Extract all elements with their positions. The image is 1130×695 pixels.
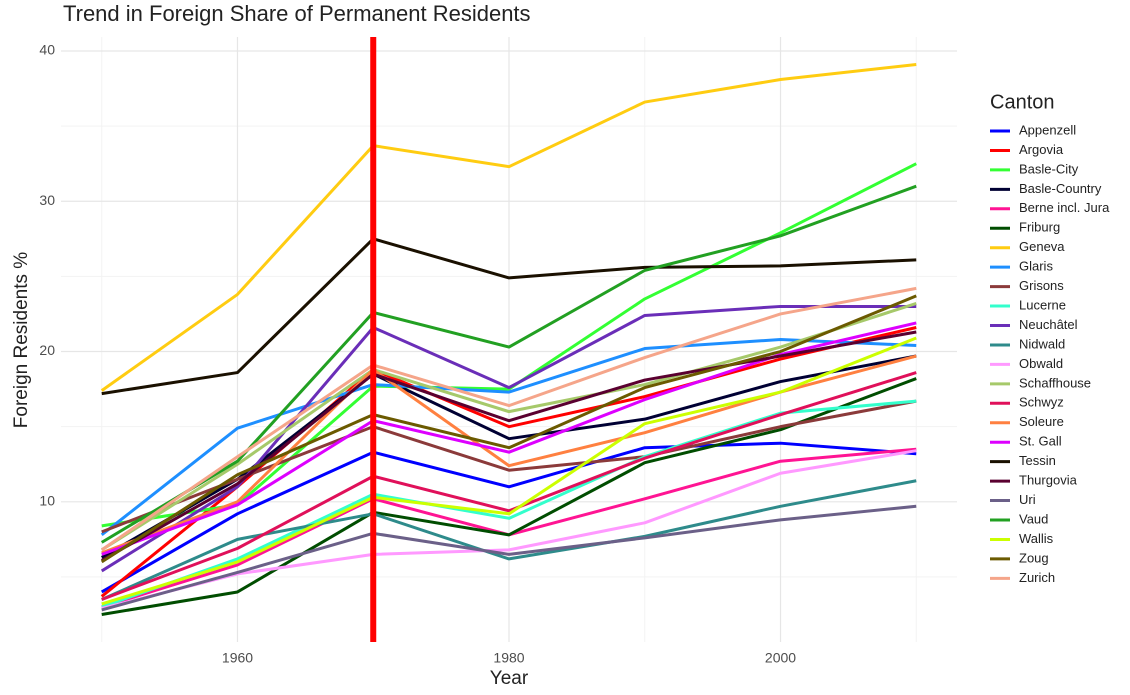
legend-label: Uri [1019,492,1036,507]
x-tick-label: 2000 [765,650,796,666]
legend-label: Geneva [1019,239,1065,254]
series-line [100,302,917,552]
legend-label: Nidwald [1019,336,1065,351]
legend-label: Schwyz [1019,395,1064,410]
legend-label: Vaud [1019,511,1048,526]
x-tick-label: 1980 [493,650,524,666]
series-line [101,371,917,601]
series-line [101,504,917,612]
legend-label: Lucerne [1019,297,1066,312]
legend-label: Neuchâtel [1019,317,1078,332]
series-line [101,377,917,616]
series-line [101,336,917,606]
legend-label: Wallis [1019,531,1054,546]
y-tick-label: 20 [39,342,55,358]
legend-label: Zoug [1019,550,1049,565]
legend-label: Glaris [1019,259,1053,274]
series-line [100,286,917,552]
x-tick-label: 1960 [222,650,253,666]
series-line [100,338,917,537]
series-line [100,441,917,594]
series-line [101,399,917,534]
legend-label: Berne incl. Jura [1019,200,1110,215]
legend-label: St. Gall [1019,434,1062,449]
series-line [101,479,917,601]
chart-title: Trend in Foreign Share of Permanent Resi… [63,1,531,26]
legend-label: Thurgovia [1019,473,1078,488]
y-tick-label: 30 [39,192,55,208]
legend-label: Soleure [1019,414,1064,429]
series-line [100,63,917,392]
legend-label: Zurich [1019,570,1055,585]
y-tick-label: 10 [39,492,55,508]
legend-label: Tessin [1019,453,1056,468]
legend-label: Appenzell [1019,122,1076,137]
x-axis-label: Year [490,668,529,689]
legend-label: Schaffhouse [1019,375,1091,390]
legend-label: Argovia [1019,142,1064,157]
legend-label: Grisons [1019,278,1064,293]
series-line [100,330,917,562]
series-line [100,184,917,544]
legend-label: Basle-Country [1019,181,1102,196]
series-line [100,294,917,564]
series-line [101,237,917,396]
y-axis-label: Foreign Residents % [11,252,32,428]
y-tick-label: 40 [39,42,55,58]
legend-label: Obwald [1019,356,1063,371]
legend-label: Basle-City [1019,161,1079,176]
series-line [100,304,917,573]
legend-label: Friburg [1019,220,1060,235]
legend-title: Canton [990,91,1055,113]
